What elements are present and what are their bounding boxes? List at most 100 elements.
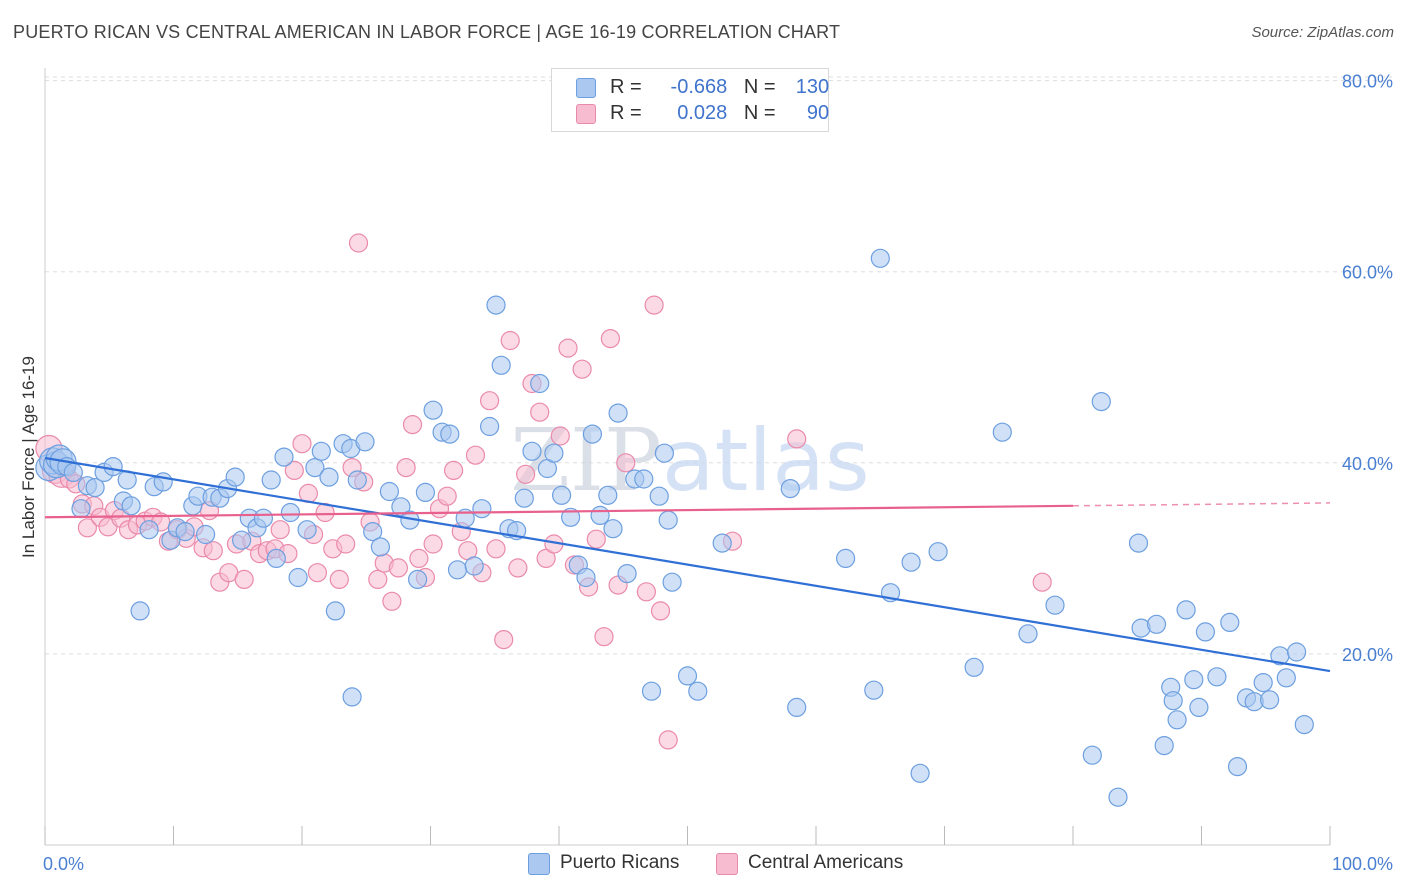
data-point (305, 458, 325, 478)
data-point (130, 601, 150, 621)
data-point (1032, 572, 1052, 592)
data-point (408, 569, 428, 590)
data-point (368, 569, 388, 590)
y-tick-label: 60.0% (1342, 263, 1393, 283)
data-point (139, 520, 159, 540)
data-point (274, 447, 294, 467)
data-point (1108, 787, 1128, 807)
data-point (1259, 690, 1280, 710)
data-point (288, 567, 308, 588)
bottom-legend-label: Central Americans (748, 852, 904, 873)
data-point (1045, 595, 1065, 615)
data-point (617, 563, 637, 584)
data-point (382, 591, 402, 611)
data-point (297, 520, 317, 540)
data-point (688, 681, 708, 701)
x-tick-label: 0.0% (43, 854, 84, 874)
data-point (175, 521, 195, 542)
data-point (590, 505, 610, 526)
y-tick-label: 40.0% (1342, 454, 1393, 474)
data-point (465, 445, 486, 465)
legend-n-label: N = (743, 76, 776, 98)
data-point (1167, 710, 1187, 730)
y-tick-label: 20.0% (1342, 645, 1393, 665)
data-point (336, 534, 356, 554)
data-point (870, 248, 890, 268)
data-point (780, 479, 800, 499)
data-point (77, 518, 98, 538)
data-point (649, 486, 669, 506)
data-point (582, 424, 603, 444)
data-point (1195, 622, 1216, 642)
data-point (1276, 668, 1296, 688)
data-point (307, 563, 327, 583)
trend-lines (44, 456, 1331, 673)
data-point (402, 415, 423, 435)
data-point (576, 567, 596, 588)
data-point (500, 330, 520, 351)
watermark-atlas: atlas (662, 411, 870, 511)
data-point (603, 519, 623, 539)
data-point (550, 426, 570, 446)
data-point (1184, 670, 1204, 690)
data-point (608, 403, 628, 423)
legend-r-value: 0.028 (677, 102, 728, 124)
legend-r-label: R = (610, 102, 642, 124)
data-point (103, 457, 123, 477)
legend-swatch-pink (576, 104, 596, 124)
data-point (634, 469, 654, 489)
data-point (677, 666, 698, 686)
data-point (486, 295, 506, 315)
data-point (544, 443, 564, 463)
data-point (284, 460, 304, 480)
data-point (1128, 533, 1149, 553)
data-point (311, 441, 331, 461)
data-point (363, 521, 383, 542)
data-point (347, 470, 367, 490)
data-point (1286, 642, 1307, 662)
data-point (712, 533, 732, 553)
chart-title: PUERTO RICAN VS CENTRAL AMERICAN IN LABO… (13, 22, 841, 42)
data-point (522, 441, 542, 461)
data-point (494, 629, 514, 650)
data-point (515, 464, 536, 484)
data-point (253, 508, 273, 528)
data-point (85, 478, 105, 498)
data-point (644, 295, 664, 315)
data-point (63, 462, 83, 482)
data-point (423, 534, 443, 554)
trend-line-puerto-ricans (44, 456, 1331, 673)
legend: R = -0.668 N = 130 R = 0.028 N = 90 (551, 68, 829, 132)
data-point (594, 627, 614, 647)
data-point (348, 233, 369, 253)
data-point (388, 558, 408, 578)
data-point (1176, 600, 1196, 620)
data-point (1154, 735, 1174, 756)
data-point (964, 657, 984, 677)
data-point (1018, 624, 1038, 644)
trend-line-central-americans-extrapolated (1072, 502, 1331, 507)
data-point (560, 507, 581, 527)
data-point (355, 432, 375, 452)
data-point (787, 429, 807, 449)
data-point (514, 488, 534, 508)
x-tick-label: 100.0% (1332, 854, 1393, 874)
bottom-legend-swatch-pink (716, 853, 738, 875)
legend-n-value: 90 (806, 102, 830, 124)
data-point (232, 530, 252, 550)
data-point (203, 541, 223, 561)
data-point (558, 338, 578, 358)
legend-swatch-blue (576, 78, 596, 98)
bottom-legend-label: Puerto Ricans (560, 852, 680, 873)
data-point (440, 424, 460, 444)
data-point (329, 569, 349, 590)
data-point (396, 458, 416, 478)
data-point (423, 400, 443, 420)
data-point (616, 453, 636, 473)
data-point (658, 730, 678, 750)
y-tick-label: 80.0% (1342, 72, 1393, 92)
data-point (910, 763, 930, 783)
data-point (280, 502, 300, 523)
puerto-ricans-points (35, 248, 1314, 807)
data-point (901, 552, 921, 572)
